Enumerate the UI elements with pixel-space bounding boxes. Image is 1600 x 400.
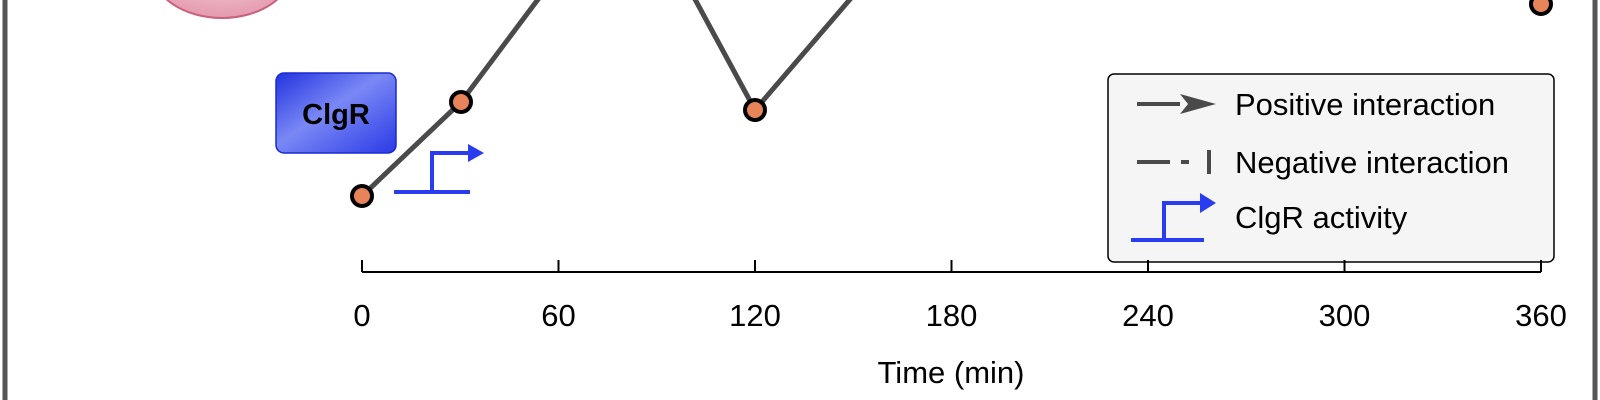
series-line-2 bbox=[692, 0, 853, 113]
legend-activity-label: ClgR activity bbox=[1235, 200, 1408, 235]
x-tick-label: 0 bbox=[353, 298, 370, 333]
data-point-30 bbox=[449, 90, 473, 114]
data-point-0 bbox=[350, 184, 374, 208]
clgr-protein-box: ClgR bbox=[275, 72, 397, 154]
clgr-protein-label: ClgR bbox=[302, 99, 370, 131]
x-tick-label: 120 bbox=[729, 298, 781, 333]
x-tick-label: 60 bbox=[541, 298, 575, 333]
x-tick-label: 240 bbox=[1122, 298, 1174, 333]
data-point-360 bbox=[1529, 0, 1553, 16]
negative-bar-icon bbox=[1137, 150, 1211, 174]
positive-arrow-icon bbox=[1137, 94, 1216, 114]
legend-positive-label: Positive interaction bbox=[1235, 87, 1495, 122]
x-tick-label: 300 bbox=[1319, 298, 1371, 333]
x-axis-ticks: 0 60 120 180 240 300 360 bbox=[353, 260, 1567, 333]
legend: Positive interaction Negative interactio… bbox=[1107, 73, 1555, 263]
x-tick-label: 360 bbox=[1515, 298, 1567, 333]
x-axis-label: Time (min) bbox=[878, 355, 1025, 390]
data-point-120 bbox=[743, 98, 767, 122]
x-tick-label: 180 bbox=[926, 298, 978, 333]
x-axis: 0 60 120 180 240 300 360 Time (min) bbox=[353, 260, 1567, 390]
timeline-network bbox=[350, 0, 1553, 208]
activity-arrow-icon bbox=[1131, 193, 1216, 242]
promoter-arrow-icon bbox=[394, 144, 484, 194]
legend-negative-label: Negative interaction bbox=[1235, 145, 1509, 180]
cell-ellipse bbox=[165, 0, 279, 19]
legend-box bbox=[1107, 73, 1555, 263]
